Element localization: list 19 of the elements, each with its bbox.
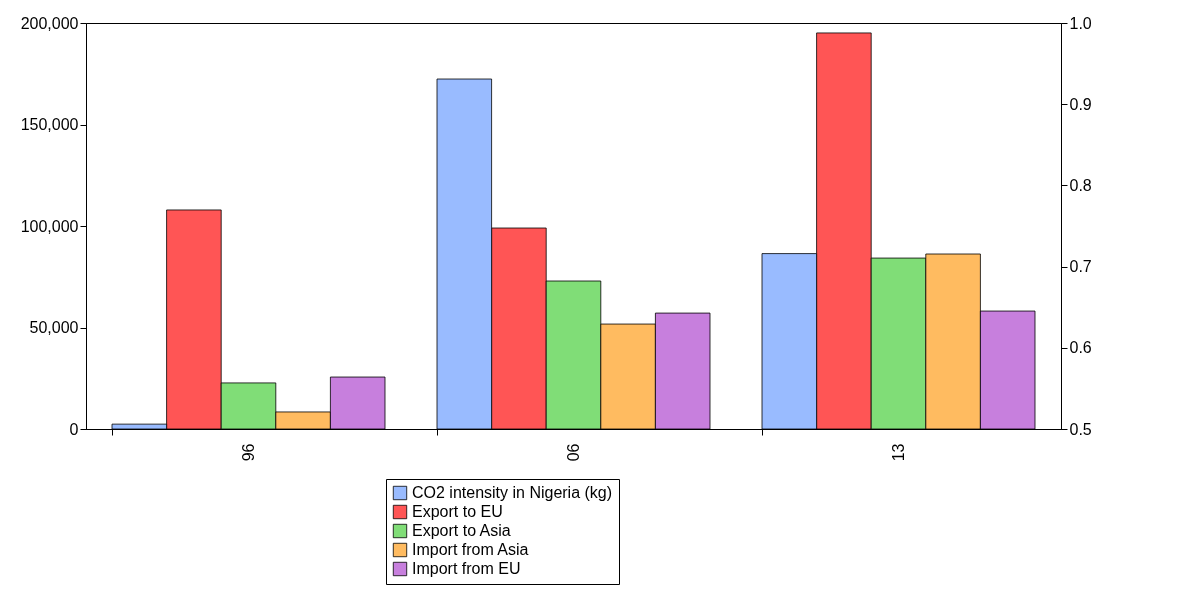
x-tick-label: 96 [239,443,257,462]
y2-tick-label: 0.6 [1069,339,1092,357]
legend-label: Export to Asia [412,522,511,539]
y2-tick-label: 0.7 [1069,258,1092,276]
y-tick-label: 0 [69,420,79,438]
y-tick-label: 100,000 [20,217,79,235]
y-tick-label: 50,000 [29,319,79,336]
y-tick-label: 150,000 [20,116,79,133]
y-tick-label: 200,000 [20,14,79,32]
legend-label: Import from EU [412,560,521,577]
y2-tick-label: 0.5 [1069,420,1092,438]
x-tick-label: 13 [889,443,907,462]
y2-tick-label: 0.8 [1069,176,1092,194]
legend-label: Export to EU [412,503,503,520]
x-tick-label: 06 [564,443,582,462]
y2-tick-label: 1.0 [1069,14,1092,32]
y2-tick-label: 0.9 [1069,95,1092,113]
legend-label: Import from Asia [412,541,529,558]
legend-label: CO2 intensity in Nigeria (kg) [412,484,613,501]
